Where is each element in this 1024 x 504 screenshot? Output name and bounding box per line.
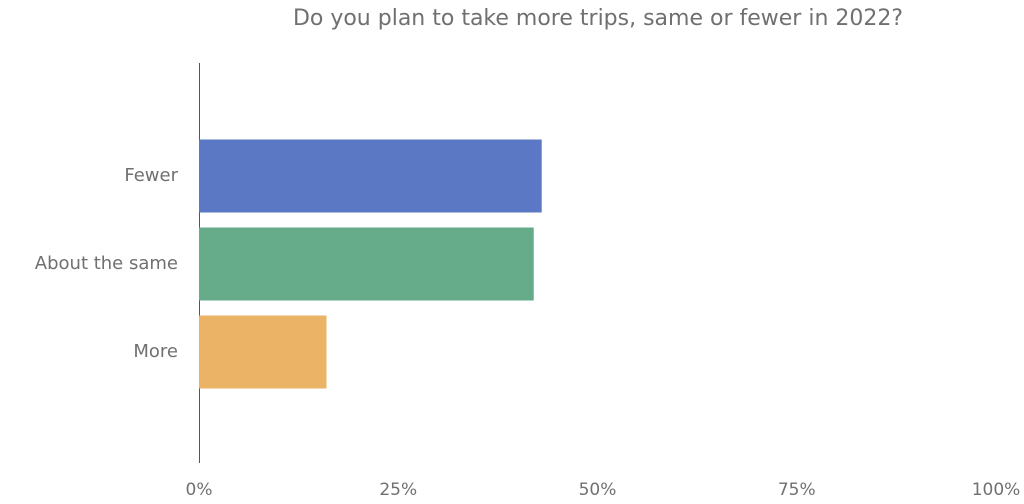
x-tick-label: 25% [379, 480, 417, 500]
bar [199, 315, 327, 389]
x-tick-label: 0% [186, 480, 213, 500]
bar [199, 227, 534, 301]
x-tick-label: 100% [972, 480, 1021, 500]
x-tick-label: 75% [778, 480, 816, 500]
y-tick-label: Fewer [124, 165, 178, 186]
chart-title: Do you plan to take more trips, same or … [293, 6, 903, 31]
bar [199, 139, 542, 213]
x-tick-label: 50% [579, 480, 617, 500]
y-tick-label: More [133, 341, 178, 362]
y-tick-label: About the same [35, 253, 178, 274]
